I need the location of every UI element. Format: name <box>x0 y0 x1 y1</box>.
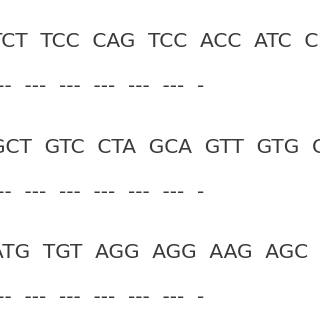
Text: ---  ---  ---  ---  ---  ---  -: --- --- --- --- --- --- - <box>0 77 205 96</box>
Text: TCT  TCC  CAG  TCC  ACC  ATC  C: TCT TCC CAG TCC ACC ATC C <box>0 32 319 51</box>
Text: GCT  GTC  CTA  GCA  GTT  GTG  G: GCT GTC CTA GCA GTT GTG G <box>0 138 320 157</box>
Text: ---  ---  ---  ---  ---  ---  -: --- --- --- --- --- --- - <box>0 182 205 202</box>
Text: ATG  TGT  AGG  AGG  AAG  AGC  T: ATG TGT AGG AGG AAG AGC T <box>0 243 320 262</box>
Text: ---  ---  ---  ---  ---  ---  -: --- --- --- --- --- --- - <box>0 288 205 307</box>
